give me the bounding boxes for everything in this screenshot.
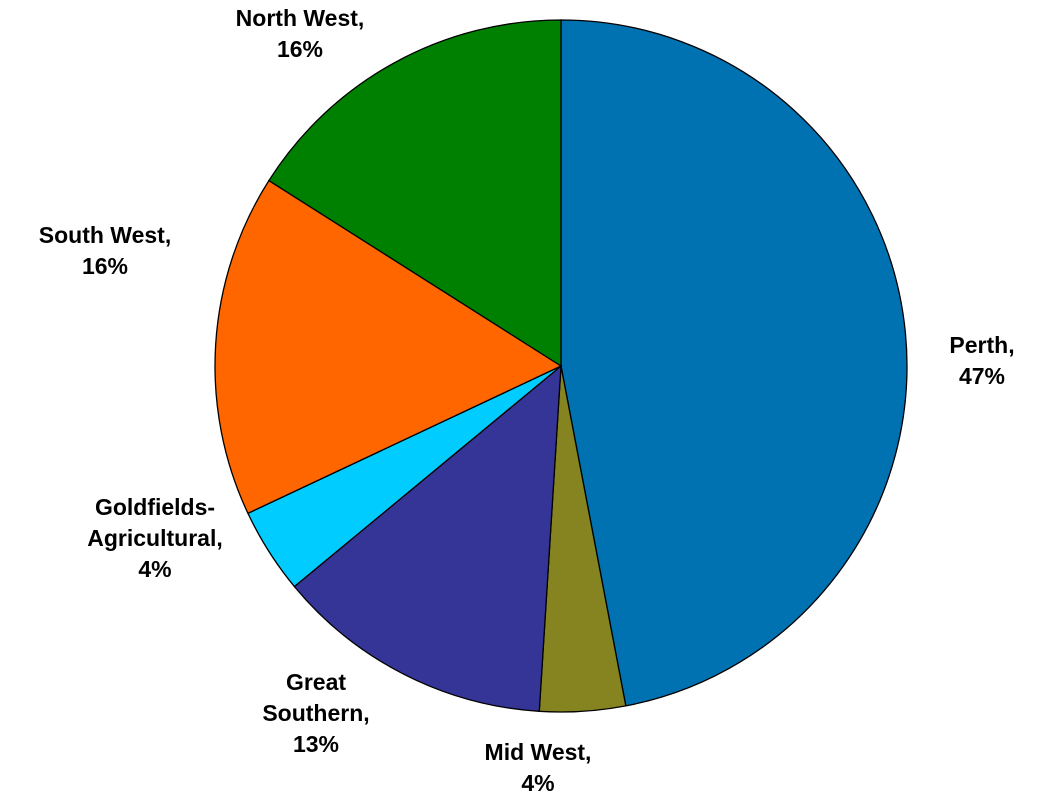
pie-label-2: Great Southern, 13% [262, 669, 369, 757]
pie-label-line: Goldfields- [95, 494, 215, 520]
pie-label-1: Mid West, 4% [485, 739, 592, 796]
pie-slice-0 [560, 19, 908, 707]
pie-label-line: South West, [39, 222, 171, 248]
pie-label-line: Perth, [949, 332, 1014, 358]
pie-label-4: South West, 16% [39, 222, 171, 279]
pie-labels: Perth, 47% Mid West, 4% Great Southern, 13% Gol… [39, 5, 1015, 796]
pie-slice-2 [293, 364, 562, 713]
pie-label-line: 47% [959, 363, 1005, 389]
pie-slice-4 [214, 179, 563, 515]
pie-label-5: North West, 16% [236, 5, 365, 62]
pie-label-line: 4% [521, 770, 554, 796]
pie-label-line: 16% [82, 253, 128, 279]
pie-label-line: Mid West, [485, 739, 592, 765]
pie-label-line: 4% [138, 556, 171, 582]
pie-label-line: Southern, [262, 700, 369, 726]
pie-slices [214, 19, 908, 713]
pie-label-0: Perth, 47% [949, 332, 1014, 389]
pie-label-line: North West, [236, 5, 365, 31]
pie-label-line: 13% [293, 731, 339, 757]
pie-label-line: Great [286, 669, 346, 695]
pie-slice-5 [267, 19, 562, 368]
pie-label-line: Agricultural, [87, 525, 222, 551]
pie-label-3: Goldfields- Agricultural, 4% [87, 494, 222, 582]
pie-label-line: 16% [277, 36, 323, 62]
